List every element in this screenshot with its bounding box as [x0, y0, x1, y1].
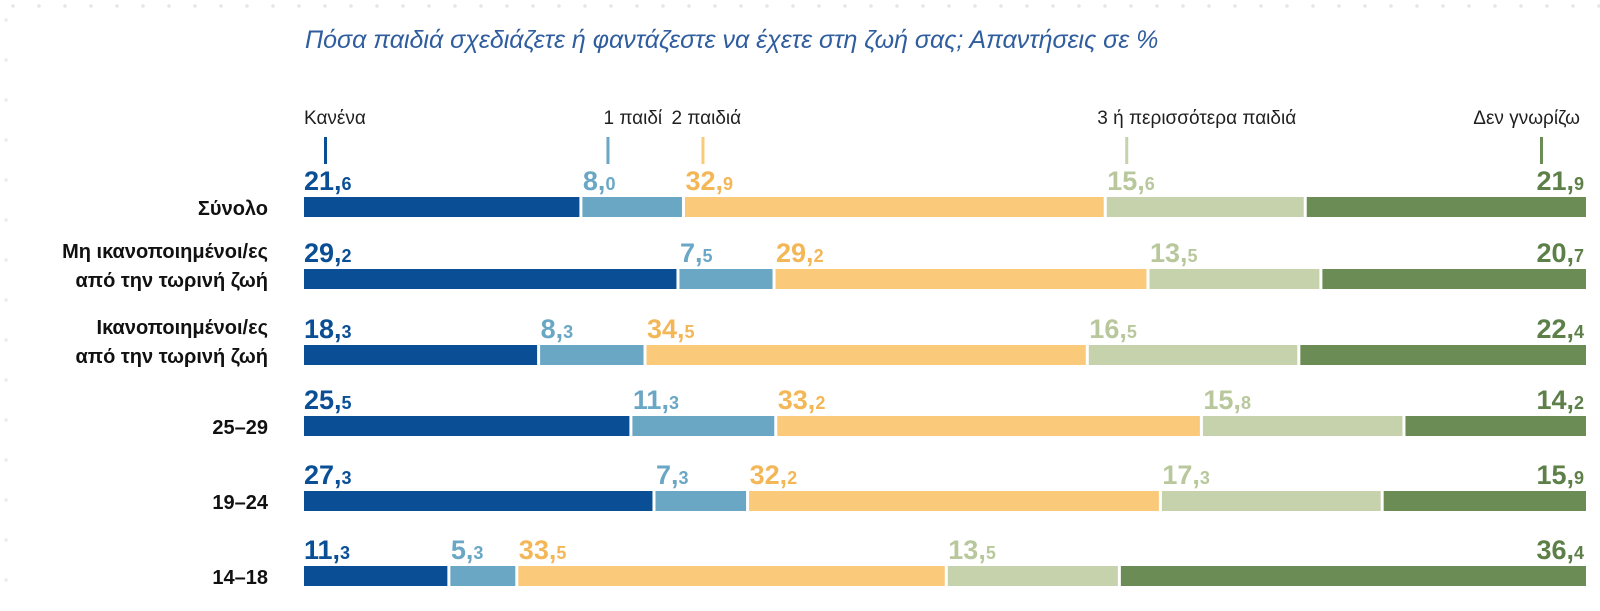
- legend-marker-2-παιδιά: [701, 137, 705, 164]
- bar-3-ή-περισσότερα-παιδιά: [1161, 491, 1381, 511]
- value-label-1-παιδί: 7,5: [680, 238, 713, 268]
- value-label-δεν-γνωρίζω: 21,9: [1536, 166, 1584, 196]
- category-label: από την τωρινή ζωή: [76, 346, 269, 368]
- category-label: 19–24: [212, 492, 268, 514]
- category-label: 25–29: [212, 417, 268, 439]
- value-label-3-ή-περισσότερα-παιδιά: 13,5: [948, 535, 996, 565]
- value-label-3-ή-περισσότερα-παιδιά: 15,8: [1203, 385, 1251, 415]
- bar-δεν-γνωρίζω: [1300, 345, 1586, 365]
- value-label-2-παιδιά: 33,5: [519, 535, 567, 565]
- value-label-2-παιδιά: 29,2: [776, 238, 824, 268]
- bar-δεν-γνωρίζω: [1306, 197, 1586, 217]
- decorative-dot-border-top: [0, 0, 1600, 12]
- bar-3-ή-περισσότερα-παιδιά: [1149, 269, 1320, 289]
- bar-δεν-γνωρίζω: [1322, 269, 1586, 289]
- bar-2-παιδιά: [749, 491, 1159, 511]
- bar-2-παιδιά: [518, 566, 945, 586]
- legend-label-1-παιδί: 1 παιδί: [603, 108, 662, 129]
- value-label-δεν-γνωρίζω: 20,7: [1536, 238, 1584, 268]
- bar-2-παιδιά: [646, 345, 1086, 365]
- category-label: Μη ικανοποιημένοι/ες: [62, 241, 268, 263]
- value-label-κανένα: 27,3: [304, 460, 352, 490]
- value-label-κανένα: 21,6: [304, 166, 352, 196]
- bar-3-ή-περισσότερα-παιδιά: [1088, 345, 1298, 365]
- category-label: 14–18: [212, 567, 268, 589]
- decorative-dot-border-left: [0, 0, 12, 611]
- value-label-2-παιδιά: 34,5: [647, 314, 695, 344]
- bar-κανένα: [304, 269, 677, 289]
- bar-2-παιδιά: [777, 416, 1200, 436]
- legend-marker-1-παιδί: [606, 137, 610, 164]
- value-label-3-ή-περισσότερα-παιδιά: 16,5: [1089, 314, 1137, 344]
- bar-1-παιδί: [540, 345, 644, 365]
- legend-label-δεν-γνωρίζω: Δεν γνωρίζω: [1473, 108, 1580, 129]
- value-label-1-παιδί: 5,3: [451, 535, 484, 565]
- value-label-κανένα: 11,3: [304, 535, 350, 565]
- value-label-1-παιδί: 8,0: [583, 166, 616, 196]
- bar-κανένα: [304, 566, 448, 586]
- value-label-3-ή-περισσότερα-παιδιά: 17,3: [1162, 460, 1210, 490]
- bar-δεν-γνωρίζω: [1405, 416, 1586, 436]
- chart-title: Πόσα παιδιά σχεδιάζετε ή φαντάζεστε να έ…: [305, 26, 1159, 54]
- value-label-κανένα: 25,5: [304, 385, 352, 415]
- legend-marker-3-ή-περισσότερα-παιδιά: [1125, 137, 1129, 164]
- bar-1-παιδί: [632, 416, 775, 436]
- bar-κανένα: [304, 416, 630, 436]
- category-label: Ικανοποιημένοι/ες: [97, 317, 268, 339]
- bar-1-παιδί: [679, 269, 773, 289]
- bar-3-ή-περισσότερα-παιδιά: [1202, 416, 1403, 436]
- value-label-1-παιδί: 11,3: [633, 385, 679, 415]
- bar-δεν-γνωρίζω: [1383, 491, 1586, 511]
- value-label-1-παιδί: 7,3: [656, 460, 689, 490]
- bar-1-παιδί: [450, 566, 516, 586]
- value-label-3-ή-περισσότερα-παιδιά: 15,6: [1107, 166, 1155, 196]
- bar-δεν-γνωρίζω: [1120, 566, 1586, 586]
- bar-3-ή-περισσότερα-παιδιά: [947, 566, 1118, 586]
- legend-marker-δεν-γνωρίζω: [1540, 137, 1543, 164]
- value-label-κανένα: 18,3: [304, 314, 352, 344]
- value-label-2-παιδιά: 33,2: [778, 385, 826, 415]
- value-label-1-παιδί: 8,3: [541, 314, 574, 344]
- value-label-δεν-γνωρίζω: 15,9: [1536, 460, 1584, 490]
- value-label-δεν-γνωρίζω: 14,2: [1536, 385, 1584, 415]
- value-label-2-παιδιά: 32,9: [685, 166, 733, 196]
- legend-label-3-ή-περισσότερα-παιδιά: 3 ή περισσότερα παιδιά: [1097, 108, 1296, 129]
- legend-label-2-παιδιά: 2 παιδιά: [671, 108, 741, 129]
- legend-label-κανένα: Κανένα: [304, 108, 366, 129]
- value-label-δεν-γνωρίζω: 22,4: [1536, 314, 1584, 344]
- bar-κανένα: [304, 491, 653, 511]
- bar-κανένα: [304, 197, 580, 217]
- value-label-2-παιδιά: 32,2: [750, 460, 798, 490]
- category-label: Σύνολο: [198, 198, 268, 220]
- bar-2-παιδιά: [775, 269, 1147, 289]
- value-label-κανένα: 29,2: [304, 238, 352, 268]
- value-label-δεν-γνωρίζω: 36,4: [1536, 535, 1584, 565]
- bar-1-παιδί: [582, 197, 682, 217]
- bar-κανένα: [304, 345, 538, 365]
- category-label: από την τωρινή ζωή: [76, 270, 269, 292]
- bar-1-παιδί: [655, 491, 747, 511]
- value-label-3-ή-περισσότερα-παιδιά: 13,5: [1150, 238, 1198, 268]
- bar-2-παιδιά: [684, 197, 1104, 217]
- bar-3-ή-περισσότερα-παιδιά: [1106, 197, 1304, 217]
- legend-marker-κανένα: [324, 137, 327, 164]
